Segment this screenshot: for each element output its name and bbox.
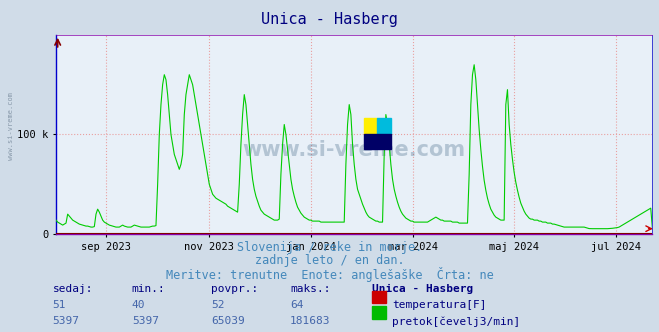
Text: povpr.:: povpr.: bbox=[211, 284, 258, 294]
Text: www.si-vreme.com: www.si-vreme.com bbox=[243, 140, 466, 160]
Text: sedaj:: sedaj: bbox=[53, 284, 93, 294]
Text: Unica - Hasberg: Unica - Hasberg bbox=[261, 12, 398, 27]
Text: pretok[čevelj3/min]: pretok[čevelj3/min] bbox=[392, 316, 521, 327]
Text: zadnje leto / en dan.: zadnje leto / en dan. bbox=[254, 254, 405, 267]
Text: temperatura[F]: temperatura[F] bbox=[392, 300, 486, 310]
Text: 40: 40 bbox=[132, 300, 145, 310]
Text: 5397: 5397 bbox=[132, 316, 159, 326]
Text: 65039: 65039 bbox=[211, 316, 244, 326]
Text: www.si-vreme.com: www.si-vreme.com bbox=[8, 92, 14, 160]
Text: Unica - Hasberg: Unica - Hasberg bbox=[372, 284, 474, 294]
Text: 51: 51 bbox=[53, 300, 66, 310]
Text: Slovenija / reke in morje.: Slovenija / reke in morje. bbox=[237, 241, 422, 254]
Text: 64: 64 bbox=[290, 300, 303, 310]
Text: min.:: min.: bbox=[132, 284, 165, 294]
Text: maks.:: maks.: bbox=[290, 284, 330, 294]
Text: 5397: 5397 bbox=[53, 316, 80, 326]
Text: Meritve: trenutne  Enote: anglešaške  Črta: ne: Meritve: trenutne Enote: anglešaške Črta… bbox=[165, 267, 494, 282]
Text: 52: 52 bbox=[211, 300, 224, 310]
Text: 181683: 181683 bbox=[290, 316, 330, 326]
